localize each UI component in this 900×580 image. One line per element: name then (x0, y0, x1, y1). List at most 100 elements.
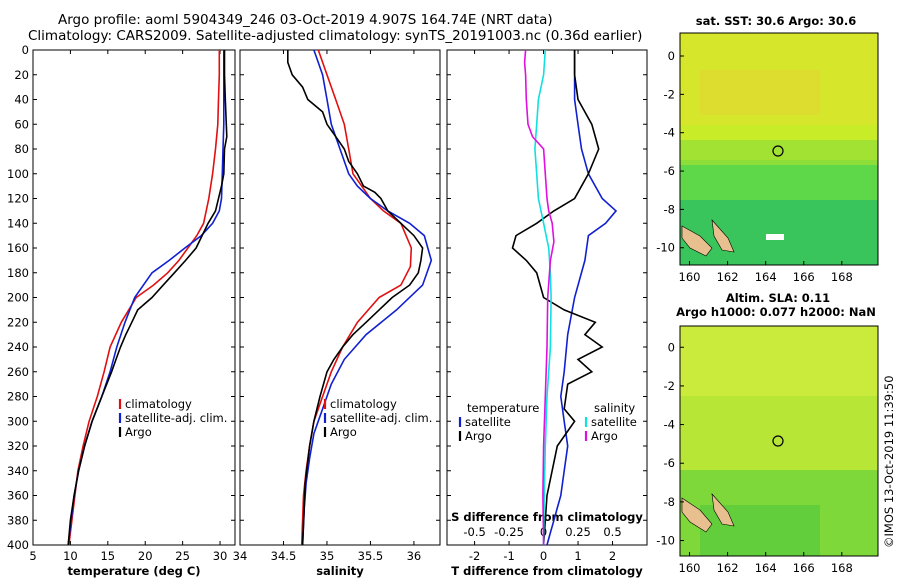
y-tick-label: 0 (22, 43, 29, 57)
map-x-tick-label: 160 (679, 561, 701, 575)
series-line-climatology (68, 50, 221, 546)
x-axis-label: T difference from climatology (451, 564, 643, 578)
x-tick-label: 30 (213, 549, 228, 563)
sla-map-title-line1: Altim. SLA: 0.11 (726, 291, 830, 305)
sst-coolest-band (680, 200, 878, 265)
x-tick-label: 15 (100, 549, 115, 563)
legend-label: Argo (125, 425, 152, 439)
x-tick-label: 35 (320, 549, 335, 563)
sst-hot-patch (700, 70, 820, 115)
chart-panel-1: 0 20 40 60 80 100 120 140 160 180 200 220 240 260 280 3… (7, 43, 236, 578)
map-x-tick-label: 168 (831, 561, 853, 575)
y-tick-label: 240 (7, 340, 29, 354)
legend-label: climatology (330, 397, 397, 411)
x-tick-label: 36 (407, 549, 422, 563)
y-tick-label: 140 (7, 216, 29, 230)
series-line-satellite-adj-clim- (301, 49, 433, 546)
s-diff-axis-label: S difference from climatology (451, 510, 643, 524)
x-tick-label: 10 (63, 549, 78, 563)
island-3 (681, 497, 713, 533)
x-tick-label: 25 (175, 549, 190, 563)
sla-upper-band (680, 326, 878, 396)
chart-panel-2: 34 34.5 35 35.5 36 salinity climatologysatelli… (233, 49, 441, 578)
map-y-tick-label: -2 (664, 379, 675, 393)
x-tick-label: 35.5 (358, 549, 384, 563)
y-tick-label: 400 (7, 538, 29, 552)
map-y-tick-label: -8 (664, 495, 675, 509)
series-line-s-argo (523, 49, 555, 546)
series-line-s-satellite (534, 49, 552, 546)
series-line-t-argo (511, 50, 604, 546)
sla-map: Altim. SLA: 0.11 Argo h1000: 0.077 h2000… (656, 291, 879, 575)
map-y-tick-label: -10 (656, 534, 675, 548)
x-tick-label: 34.5 (271, 549, 297, 563)
x-axis-label: temperature (deg C) (67, 564, 200, 578)
map-y-tick-label: 0 (668, 340, 675, 354)
legend-label: satellite (465, 415, 511, 429)
y-tick-label: 180 (7, 266, 29, 280)
legend-label: Argo (465, 429, 492, 443)
x-tick-label: 5 (29, 549, 36, 563)
x-tick-label: 0 (540, 549, 547, 563)
map-y-tick-label: 0 (668, 49, 675, 63)
map-x-tick-label: 162 (717, 561, 739, 575)
x-tick-label: 20 (138, 549, 153, 563)
legend-header-temperature: temperature (467, 401, 539, 415)
s-diff-tick-label: -0.25 (494, 525, 524, 539)
map-y-tick-label: -2 (664, 87, 675, 101)
legend-label: climatology (125, 397, 192, 411)
x-tick-label: 34 (233, 549, 248, 563)
y-tick-label: 20 (14, 68, 29, 82)
x-tick-label: -1 (503, 549, 514, 563)
series-line-t-satellite (546, 50, 618, 546)
imos-watermark: ©IMOS 13-Oct-2019 11:39:50 (882, 375, 896, 548)
chart-frame (239, 49, 441, 546)
x-tick-label: 1 (574, 549, 581, 563)
map-y-tick-label: -4 (664, 418, 675, 432)
legend-label: Argo (330, 425, 357, 439)
x-axis-label: salinity (316, 564, 364, 578)
y-tick-label: 160 (7, 241, 29, 255)
map-x-tick-label: 160 (679, 270, 701, 284)
s-diff-tick-label: 0.5 (603, 525, 621, 539)
map-y-tick-label: -6 (664, 456, 675, 470)
map-y-tick-label: -8 (664, 202, 675, 216)
figure-title-line1: Argo profile: aoml 5904349_246 03-Oct-20… (58, 12, 553, 28)
legend-label: satellite-adj. clim. (125, 411, 227, 425)
legend-header-salinity: salinity (594, 401, 635, 415)
y-tick-label: 380 (7, 513, 29, 527)
y-tick-label: 360 (7, 489, 29, 503)
series-line-argo (67, 50, 228, 546)
island-2 (711, 219, 735, 253)
y-tick-label: 320 (7, 439, 29, 453)
map-x-tick-label: 164 (755, 561, 777, 575)
y-tick-label: 220 (7, 315, 29, 329)
y-tick-label: 80 (14, 142, 29, 156)
map-x-tick-label: 162 (717, 270, 739, 284)
y-tick-label: 100 (7, 167, 29, 181)
island-4 (711, 493, 735, 527)
figure-title-line2: Climatology: CARS2009. Satellite-adjuste… (28, 28, 643, 44)
y-tick-label: 300 (7, 414, 29, 428)
y-tick-label: 120 (7, 192, 29, 206)
map-x-tick-label: 168 (831, 270, 853, 284)
y-tick-label: 340 (7, 464, 29, 478)
island-1 (681, 225, 713, 257)
map-x-tick-label: 166 (793, 561, 815, 575)
s-diff-tick-label: -0.5 (463, 525, 485, 539)
argo-position-marker-2 (772, 435, 784, 447)
sst-map-frame (679, 32, 879, 266)
x-tick-label: -2 (469, 549, 480, 563)
series-line-argo (286, 50, 424, 546)
missing-data-patch (766, 234, 784, 240)
legend-label: Argo (591, 429, 618, 443)
s-diff-tick-label: 0.25 (565, 525, 591, 539)
y-tick-label: 260 (7, 365, 29, 379)
sst-transition-band (680, 140, 878, 165)
map-x-tick-label: 166 (793, 270, 815, 284)
y-tick-label: 60 (14, 117, 29, 131)
legend-label: satellite-adj. clim. (330, 411, 432, 425)
sst-map-title: sat. SST: 30.6 Argo: 30.6 (696, 14, 856, 28)
y-tick-label: 200 (7, 291, 29, 305)
